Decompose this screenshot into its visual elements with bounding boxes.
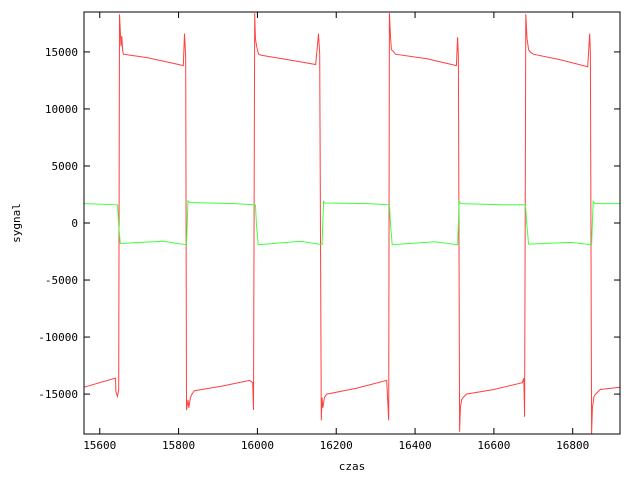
x-tick-label: 16800 — [556, 439, 589, 452]
y-tick-label: 10000 — [45, 103, 78, 116]
x-tick-label: 15600 — [83, 439, 116, 452]
series-line-2 — [83, 199, 620, 246]
x-tick-label: 16000 — [241, 439, 274, 452]
y-tick-label: -10000 — [38, 331, 78, 344]
series-layer — [83, 13, 621, 435]
x-tick-label: 16200 — [320, 439, 353, 452]
x-axis-label: czas — [339, 460, 366, 473]
plot-frame — [83, 11, 621, 435]
y-tick-label: 0 — [71, 217, 78, 230]
ticks-layer: 15600 15800 16000 16200 16400 16600 16800 -1500… — [38, 12, 620, 452]
y-tick-label: 5000 — [52, 160, 79, 173]
series-line-1 — [83, 13, 621, 435]
y-tick-label: 15000 — [45, 46, 78, 59]
y-tick-label: -5000 — [45, 274, 78, 287]
x-tick-label: 16400 — [398, 439, 431, 452]
x-tick-label: 16600 — [477, 439, 510, 452]
x-tick-label: 15800 — [162, 439, 195, 452]
y-axis-label: sygnal — [10, 203, 23, 243]
y-tick-label: -15000 — [38, 388, 78, 401]
